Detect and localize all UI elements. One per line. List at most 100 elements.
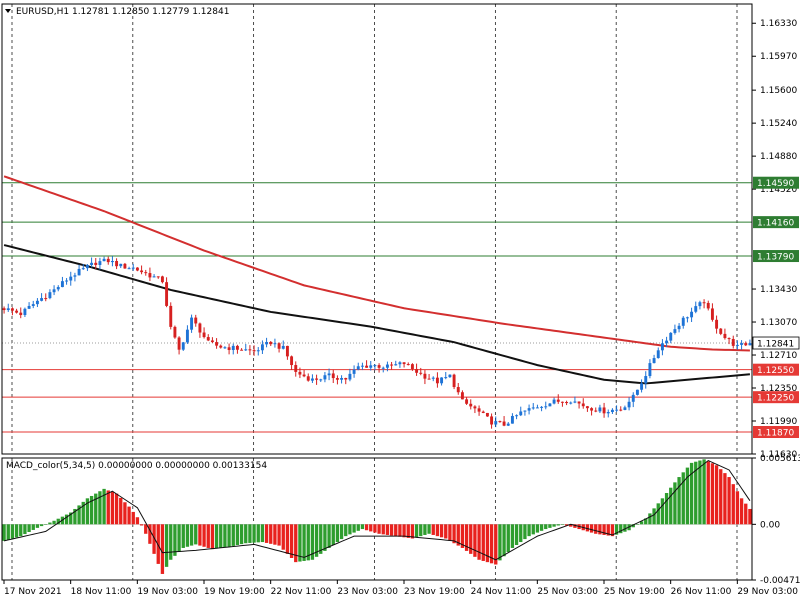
- candle-body[interactable]: [544, 406, 548, 408]
- macd-histogram-bar[interactable]: [398, 524, 402, 537]
- macd-histogram-bar[interactable]: [552, 524, 556, 527]
- candle-body[interactable]: [365, 365, 369, 368]
- candle-body[interactable]: [402, 362, 406, 365]
- candle-body[interactable]: [248, 349, 252, 351]
- macd-histogram-bar[interactable]: [564, 524, 569, 526]
- candle-body[interactable]: [198, 323, 202, 333]
- macd-histogram-bar[interactable]: [348, 524, 352, 535]
- candle-body[interactable]: [535, 407, 539, 409]
- candle-body[interactable]: [569, 402, 573, 404]
- candle-body[interactable]: [131, 267, 135, 269]
- candle-body[interactable]: [23, 308, 27, 316]
- macd-histogram-bar[interactable]: [256, 524, 260, 543]
- candle-body[interactable]: [2, 308, 6, 311]
- candle-body[interactable]: [252, 350, 256, 352]
- macd-histogram-bar[interactable]: [710, 463, 715, 525]
- macd-histogram-bar[interactable]: [598, 524, 602, 535]
- candle-body[interactable]: [494, 421, 498, 425]
- macd-histogram-bar[interactable]: [269, 524, 273, 544]
- candle-body[interactable]: [519, 411, 523, 416]
- candle-body[interactable]: [223, 347, 227, 349]
- macd-histogram-bar[interactable]: [260, 524, 265, 543]
- macd-histogram-bar[interactable]: [377, 524, 381, 534]
- candle-body[interactable]: [77, 268, 81, 276]
- candle-body[interactable]: [527, 408, 531, 411]
- candle-body[interactable]: [10, 308, 14, 311]
- candle-body[interactable]: [40, 298, 44, 301]
- macd-histogram-bar[interactable]: [64, 514, 69, 525]
- chart-menu-triangle-icon[interactable]: [5, 9, 11, 13]
- macd-histogram-bar[interactable]: [235, 524, 240, 546]
- macd-histogram-bar[interactable]: [156, 524, 160, 564]
- candle-body[interactable]: [6, 308, 10, 311]
- candle-body[interactable]: [565, 402, 569, 404]
- macd-histogram-bar[interactable]: [589, 524, 594, 533]
- candle-body[interactable]: [602, 407, 606, 414]
- candle-body[interactable]: [277, 343, 281, 349]
- candle-body[interactable]: [677, 325, 681, 330]
- macd-histogram-bar[interactable]: [489, 524, 494, 564]
- macd-histogram-bar[interactable]: [494, 524, 498, 565]
- candle-body[interactable]: [31, 304, 35, 306]
- macd-histogram-bar[interactable]: [214, 524, 219, 549]
- macd-histogram-bar[interactable]: [614, 524, 619, 535]
- macd-histogram-bar[interactable]: [177, 524, 181, 552]
- candle-body[interactable]: [190, 317, 194, 330]
- macd-histogram-bar[interactable]: [606, 524, 610, 536]
- macd-histogram-bar[interactable]: [52, 520, 56, 525]
- macd-histogram-bar[interactable]: [281, 524, 285, 550]
- macd-histogram-bar[interactable]: [248, 524, 252, 543]
- candle-body[interactable]: [60, 281, 64, 288]
- macd-histogram-bar[interactable]: [356, 524, 360, 531]
- macd-histogram-bar[interactable]: [185, 524, 190, 547]
- macd-histogram-bar[interactable]: [110, 492, 115, 525]
- macd-histogram-bar[interactable]: [44, 524, 48, 525]
- macd-histogram-bar[interactable]: [631, 524, 635, 528]
- candle-body[interactable]: [215, 342, 219, 346]
- macd-histogram-bar[interactable]: [714, 465, 719, 525]
- candle-body[interactable]: [702, 302, 706, 304]
- candle-body[interactable]: [390, 364, 394, 366]
- candle-body[interactable]: [260, 344, 264, 351]
- macd-histogram-bar[interactable]: [6, 524, 10, 540]
- candle-body[interactable]: [310, 378, 314, 381]
- macd-histogram-bar[interactable]: [673, 482, 677, 525]
- candle-body[interactable]: [440, 377, 444, 384]
- macd-histogram-bar[interactable]: [685, 467, 690, 525]
- candle-body[interactable]: [144, 272, 148, 274]
- macd-histogram-bar[interactable]: [277, 524, 281, 546]
- macd-histogram-bar[interactable]: [723, 473, 727, 525]
- macd-histogram-bar[interactable]: [448, 524, 452, 541]
- macd-histogram-bar[interactable]: [119, 497, 123, 525]
- macd-histogram-bar[interactable]: [352, 524, 356, 533]
- candle-body[interactable]: [90, 262, 94, 266]
- macd-histogram-bar[interactable]: [660, 498, 665, 525]
- macd-histogram-bar[interactable]: [310, 524, 315, 560]
- candle-body[interactable]: [540, 406, 544, 408]
- macd-histogram-bar[interactable]: [406, 524, 410, 538]
- macd-histogram-bar[interactable]: [689, 462, 694, 525]
- macd-histogram-bar[interactable]: [727, 477, 731, 525]
- macd-histogram-bar[interactable]: [181, 524, 185, 548]
- candle-body[interactable]: [660, 343, 664, 351]
- candle-body[interactable]: [631, 394, 635, 402]
- macd-histogram-bar[interactable]: [206, 524, 210, 548]
- macd-histogram-bar[interactable]: [339, 524, 344, 540]
- candle-body[interactable]: [356, 366, 360, 370]
- candle-body[interactable]: [227, 347, 231, 351]
- macd-histogram-bar[interactable]: [131, 511, 135, 525]
- candle-body[interactable]: [240, 349, 244, 351]
- candle-body[interactable]: [185, 329, 189, 343]
- macd-histogram-bar[interactable]: [402, 524, 406, 538]
- candle-body[interactable]: [706, 302, 710, 309]
- macd-histogram-bar[interactable]: [531, 524, 535, 535]
- macd-histogram-bar[interactable]: [23, 524, 27, 535]
- macd-histogram-bar[interactable]: [173, 524, 177, 556]
- macd-histogram-bar[interactable]: [502, 524, 506, 557]
- macd-histogram-bar[interactable]: [148, 524, 152, 544]
- candle-body[interactable]: [323, 375, 327, 380]
- candle-body[interactable]: [319, 379, 323, 381]
- candle-body[interactable]: [27, 305, 31, 309]
- candle-body[interactable]: [590, 408, 594, 411]
- candle-body[interactable]: [352, 369, 356, 374]
